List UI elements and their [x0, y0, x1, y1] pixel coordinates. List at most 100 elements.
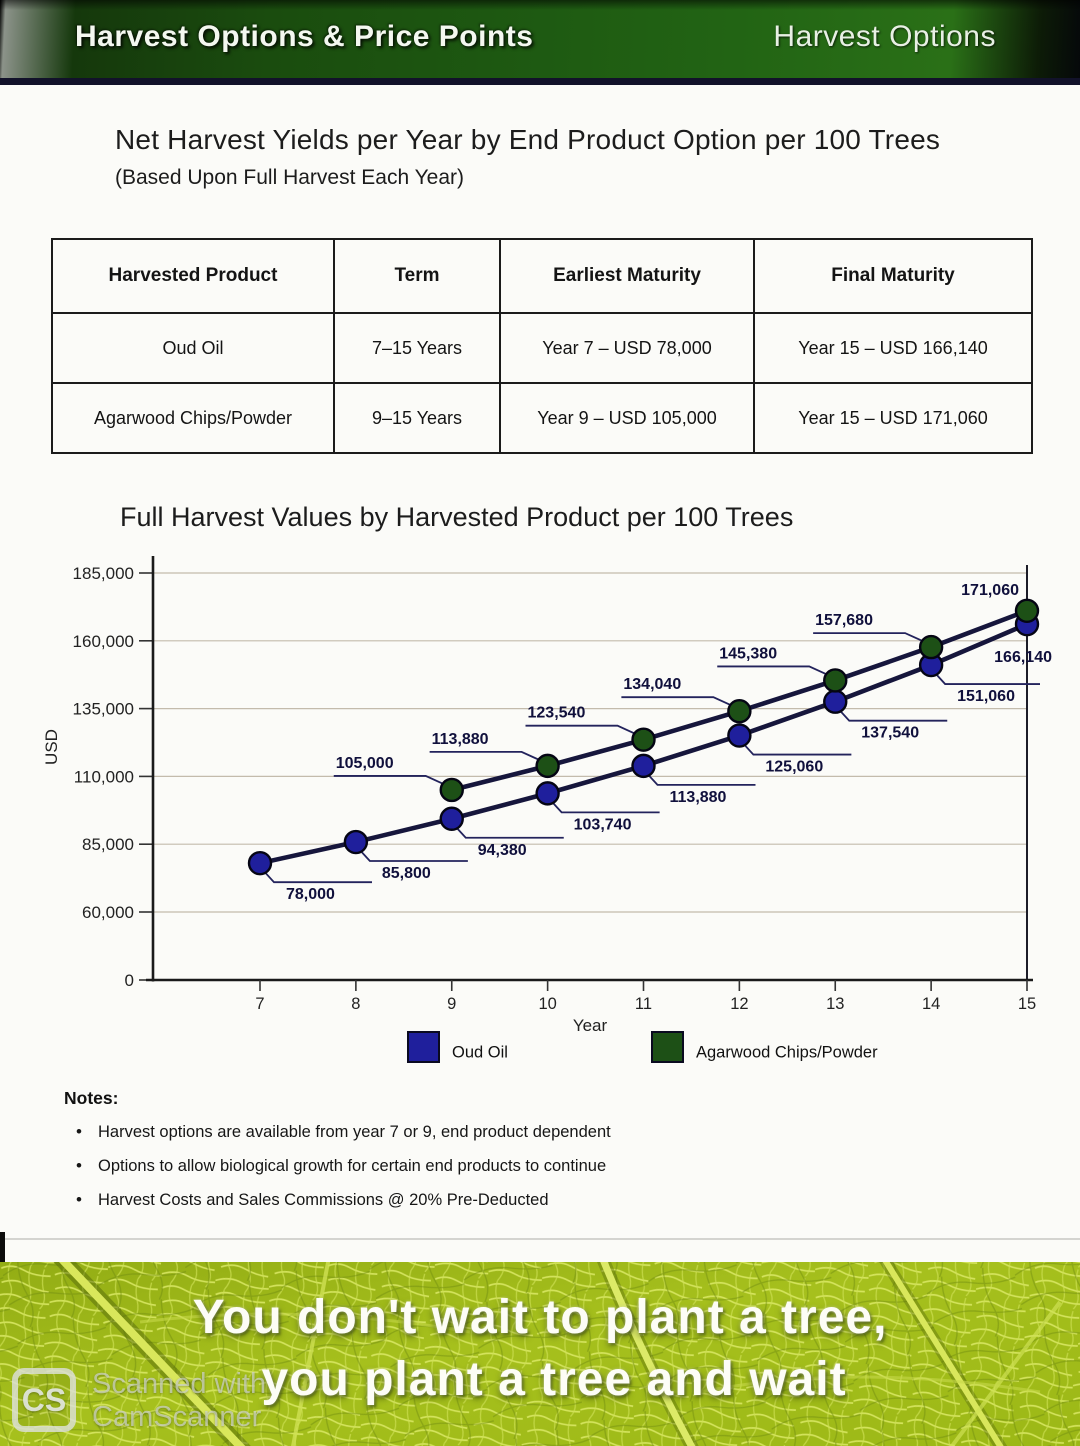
data-label: 157,680 [815, 612, 873, 629]
data-point-marker [247, 850, 273, 876]
data-point-marker [439, 806, 464, 831]
page-header: Harvest Options & Price Points Harvest O… [0, 0, 1080, 85]
table-header-cell: Harvested Product [51, 238, 335, 314]
footer-banner: You don't wait to plant a tree, you plan… [0, 1262, 1080, 1446]
table-cell: 7–15 Years [333, 312, 501, 384]
data-point-marker [439, 777, 464, 803]
header-section-label: Harvest Options [773, 20, 996, 53]
data-label: 105,000 [336, 755, 394, 772]
leaf-texture [0, 1262, 1080, 1446]
data-point-marker [1014, 598, 1040, 624]
data-label: 78,000 [286, 886, 335, 903]
data-label: 125,060 [765, 759, 823, 776]
notes-section: Notes: • Harvest options are available fr… [64, 1088, 784, 1225]
y-tick-label: 135,000 [73, 700, 134, 719]
x-tick-label: 15 [1018, 995, 1036, 1013]
data-label: 123,540 [528, 705, 586, 722]
table-cell: Year 15 – USD 171,060 [753, 382, 1033, 454]
data-label-leader [933, 671, 1040, 685]
table-header-cell: Earliest Maturity [499, 238, 755, 314]
x-axis-title: Year [573, 1016, 608, 1035]
data-label: 145,380 [719, 645, 777, 662]
y-tick-label: 110,000 [74, 767, 134, 786]
table-header-cell: Term [333, 238, 501, 314]
data-point-marker [631, 727, 656, 752]
footer-quote-line1: You don't wait to plant a tree, [192, 1291, 888, 1344]
data-label-leader [333, 775, 449, 787]
table-row: Oud Oil 7–15 Years Year 7 – USD 78,000 Year… [51, 312, 1033, 384]
data-point-marker [727, 699, 752, 724]
bullet-icon: • [76, 1190, 82, 1209]
harvest-values-line-chart: 0 60,000 85,000 110,000 135,000 160,000 185,00… [42, 556, 1052, 1063]
note-text: Harvest Costs and Sales Commissions @ 20… [98, 1191, 549, 1209]
data-label: 134,040 [623, 676, 681, 693]
data-label: 94,380 [478, 842, 527, 859]
camscanner-text-line2: CamScanner [92, 1401, 262, 1433]
camscanner-text-line1: Scanned with [92, 1368, 267, 1400]
y-tick-label: 60,000 [82, 903, 134, 922]
data-label-leader [741, 741, 852, 756]
table-cell: Year 15 – USD 166,140 [753, 312, 1033, 384]
data-label: 85,800 [382, 865, 431, 882]
data-label-leader [837, 708, 948, 722]
data-label: 171,060 [961, 582, 1019, 599]
data-label: 151,060 [957, 688, 1015, 705]
x-tick-label: 14 [922, 995, 940, 1013]
data-label: 113,880 [432, 731, 489, 748]
y-axis-title: USD [42, 729, 61, 765]
camscanner-badge-icon: CS [12, 1368, 76, 1432]
data-label-leader [429, 750, 544, 763]
x-tick-label: 13 [826, 995, 844, 1013]
data-point-marker [727, 723, 752, 748]
data-point-marker [823, 689, 848, 714]
note-item: • Harvest options are available from year… [74, 1122, 784, 1142]
data-point-marker [343, 829, 369, 855]
section-title: Net Harvest Yields per Year by End Produ… [115, 124, 941, 155]
x-tick-label: 11 [635, 995, 652, 1013]
bullet-icon: • [76, 1122, 82, 1141]
data-label-leader [621, 696, 736, 709]
table-cell: Agarwood Chips/Powder [51, 382, 335, 454]
leaf-main-veins [53, 1262, 1062, 1446]
data-label-leader [813, 632, 928, 644]
header-title: Harvest Options & Price Points [75, 20, 534, 53]
bullet-icon: • [76, 1156, 82, 1175]
x-tick-label: 10 [538, 995, 556, 1013]
note-text: Options to allow biological growth for c… [98, 1157, 607, 1175]
camscanner-watermark: CS Scanned with CamScanner [12, 1368, 266, 1434]
note-item: • Harvest Costs and Sales Commissions @ 2… [74, 1190, 784, 1210]
y-tick-label: 0 [125, 971, 134, 990]
data-label: 137,540 [861, 725, 919, 742]
table-cell: Year 9 – USD 105,000 [499, 382, 755, 454]
note-item: • Options to allow biological growth for … [74, 1156, 784, 1176]
data-point-marker [918, 634, 944, 660]
data-point-marker [631, 753, 656, 779]
maturity-table: Harvested Product Term Earliest Maturity Fi… [51, 238, 1033, 454]
table-cell: Oud Oil [51, 312, 335, 384]
footer-quote-line2: you plant a tree and wait [261, 1353, 847, 1406]
section-subtitle: (Based Upon Full Harvest Each Year) [115, 166, 465, 189]
data-label: 103,740 [574, 816, 632, 833]
legend-swatch [651, 1031, 684, 1063]
legend-swatch [407, 1031, 440, 1063]
table-row: Agarwood Chips/Powder 9–15 Years Year 9 – … [51, 382, 1033, 454]
table-header-cell: Final Maturity [753, 238, 1033, 314]
legend-label: Agarwood Chips/Powder [696, 1043, 878, 1061]
x-tick-label: 7 [255, 995, 264, 1013]
table-header-row: Harvested Product Term Earliest Maturity Fi… [51, 238, 1033, 314]
y-tick-label: 85,000 [82, 835, 134, 854]
data-label-leader [645, 772, 756, 786]
x-tick-label: 9 [447, 995, 456, 1013]
legend-label: Oud Oil [452, 1043, 508, 1061]
data-point-marker [535, 781, 560, 806]
note-text: Harvest options are available from year … [98, 1123, 611, 1141]
notes-heading: Notes: [64, 1088, 119, 1108]
data-label-leader [358, 848, 468, 862]
data-point-marker [535, 753, 560, 779]
table-cell: Year 7 – USD 78,000 [499, 312, 755, 384]
scan-crease-line [0, 1238, 1080, 1240]
data-label-leader [262, 869, 372, 884]
data-label: 166,140 [994, 649, 1052, 666]
camscanner-text: Scanned with CamScanner [92, 1368, 266, 1434]
